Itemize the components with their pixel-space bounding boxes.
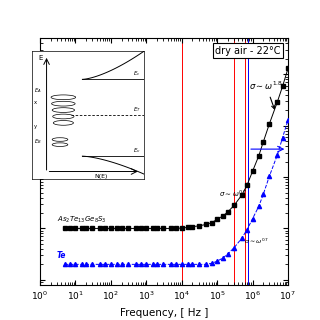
X-axis label: Frequency, [ Hz ]: Frequency, [ Hz ] [120,308,208,318]
Text: $E_c$: $E_c$ [133,69,141,78]
Text: dry air - 22°C: dry air - 22°C [215,46,281,56]
Text: $\sigma \sim \omega^{0.7}$: $\sigma \sim \omega^{0.7}$ [219,189,247,200]
Text: $E_T$: $E_T$ [132,105,141,114]
Text: $E_v$: $E_v$ [133,146,141,155]
Text: y: y [34,124,37,129]
Text: x: x [34,100,37,105]
Text: $\sigma \sim \omega^{0.7}$: $\sigma \sim \omega^{0.7}$ [244,237,269,246]
Text: $E_B$: $E_B$ [34,137,42,146]
Text: $E_A$: $E_A$ [34,86,42,95]
Text: Te: Te [57,251,66,260]
Text: $\sigma \sim \omega^{1.8}$: $\sigma \sim \omega^{1.8}$ [249,79,283,109]
Text: N(E): N(E) [95,174,108,179]
Text: E: E [39,55,43,61]
Text: As$_2$Te$_{13}$Ge$_8$S$_3$: As$_2$Te$_{13}$Ge$_8$S$_3$ [57,215,107,225]
